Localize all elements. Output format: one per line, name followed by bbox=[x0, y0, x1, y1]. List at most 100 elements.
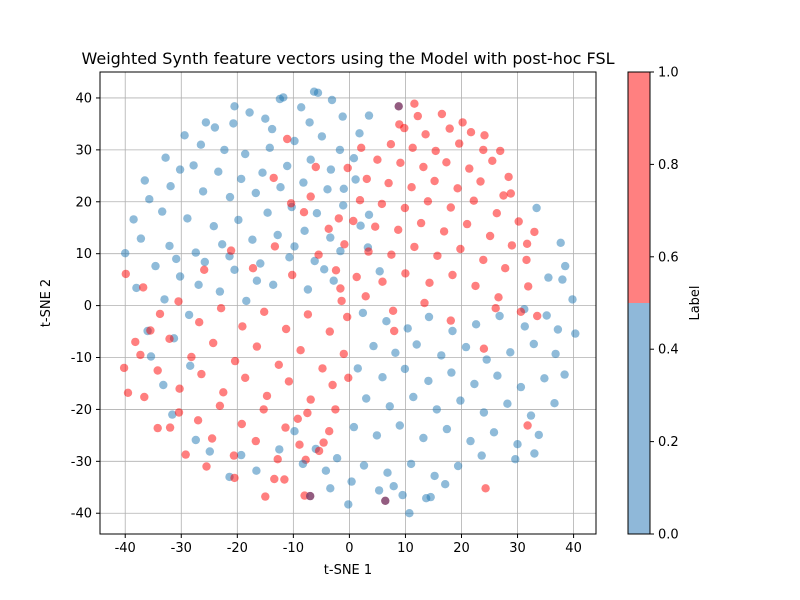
point-label-0 bbox=[347, 477, 356, 486]
point-label-1 bbox=[364, 247, 373, 256]
point-label-0 bbox=[424, 312, 434, 322]
point-label-1 bbox=[395, 120, 404, 129]
point-label-1 bbox=[286, 199, 296, 208]
point-label-1 bbox=[425, 278, 434, 287]
x-tick-label: 0 bbox=[345, 541, 353, 556]
point-label-0 bbox=[364, 111, 374, 120]
point-label-0 bbox=[405, 509, 414, 518]
point-label-0 bbox=[306, 155, 315, 164]
point-label-1 bbox=[306, 395, 315, 404]
point-label-0 bbox=[400, 364, 410, 374]
point-label-1 bbox=[337, 296, 346, 306]
point-label-0 bbox=[175, 272, 185, 281]
point-label-1 bbox=[146, 326, 155, 335]
point-label-1 bbox=[284, 377, 294, 386]
point-label-1 bbox=[270, 242, 280, 251]
point-label-0 bbox=[175, 165, 185, 174]
point-label-1 bbox=[362, 174, 371, 184]
point-label-0 bbox=[426, 492, 435, 502]
point-label-1 bbox=[328, 380, 337, 390]
point-label-0 bbox=[321, 466, 331, 475]
point-label-0 bbox=[403, 324, 412, 333]
point-label-0 bbox=[353, 364, 362, 373]
point-label-0 bbox=[511, 455, 520, 464]
point-label-0 bbox=[327, 95, 337, 105]
point-label-0 bbox=[556, 238, 565, 247]
point-label-0 bbox=[214, 167, 223, 176]
x-tick-label: -20 bbox=[227, 541, 248, 556]
y-tick-label: 40 bbox=[75, 91, 92, 106]
point-label-1 bbox=[445, 124, 454, 133]
point-label-0 bbox=[146, 352, 156, 361]
point-label-1 bbox=[506, 189, 515, 198]
x-tick-label: 40 bbox=[565, 541, 582, 556]
colorbar-tick-label: 1.0 bbox=[658, 66, 679, 81]
point-label-0 bbox=[191, 435, 200, 445]
point-label-0 bbox=[329, 276, 338, 285]
point-label-1 bbox=[260, 307, 269, 316]
point-label-0 bbox=[210, 123, 220, 132]
point-label-0 bbox=[409, 392, 418, 402]
point-label-1 bbox=[121, 269, 130, 279]
point-label-1 bbox=[530, 227, 539, 237]
point-label-0 bbox=[194, 280, 203, 289]
point-label-0 bbox=[303, 285, 313, 294]
point-label-1 bbox=[476, 177, 485, 186]
point-label-0 bbox=[269, 280, 278, 289]
point-label-0 bbox=[251, 188, 260, 198]
y-axis-label: t-SNE 2 bbox=[39, 279, 54, 327]
point-label-0 bbox=[382, 317, 391, 326]
point-label-0 bbox=[273, 230, 282, 240]
point-label-0 bbox=[230, 265, 239, 274]
point-label-0 bbox=[275, 445, 284, 454]
point-label-1 bbox=[262, 391, 272, 401]
point-label-1 bbox=[181, 450, 190, 459]
point-label-0 bbox=[332, 454, 342, 463]
point-label-1 bbox=[273, 455, 282, 464]
point-label-1 bbox=[259, 405, 268, 414]
point-label-0 bbox=[151, 261, 160, 271]
point-label-1 bbox=[491, 304, 500, 313]
point-label-1 bbox=[165, 334, 174, 343]
point-label-1 bbox=[357, 143, 366, 152]
point-label-1 bbox=[274, 360, 283, 369]
point-label-0 bbox=[477, 451, 486, 460]
point-label-0 bbox=[326, 165, 336, 174]
point-label-0 bbox=[172, 254, 181, 264]
point-label-0 bbox=[166, 182, 175, 191]
point-label-1 bbox=[394, 225, 403, 234]
point-label-1 bbox=[319, 438, 328, 447]
point-label-1 bbox=[407, 183, 416, 192]
point-label-1 bbox=[295, 440, 304, 449]
y-tick-label: -10 bbox=[71, 351, 92, 366]
point-label-0 bbox=[389, 482, 398, 491]
point-label-1 bbox=[229, 451, 239, 460]
point-label-1 bbox=[237, 419, 246, 429]
point-label-0 bbox=[355, 129, 364, 138]
point-label-0 bbox=[305, 118, 314, 127]
chart-title: Weighted Synth feature vectors using the… bbox=[81, 49, 614, 68]
point-label-1 bbox=[501, 264, 510, 273]
point-label-1 bbox=[481, 484, 490, 493]
point-label-0 bbox=[323, 185, 332, 194]
point-label-0 bbox=[335, 145, 345, 155]
point-label-1 bbox=[314, 446, 324, 456]
point-label-1 bbox=[355, 196, 365, 205]
x-tick-label: -40 bbox=[115, 541, 136, 556]
point-label-1 bbox=[344, 373, 353, 382]
point-label-0 bbox=[241, 149, 250, 159]
colorbar: 0.0 0.2 0.4 0.6 0.8 1.0 Label bbox=[627, 66, 703, 543]
point-label-1 bbox=[448, 270, 457, 280]
point-label-1 bbox=[331, 405, 340, 414]
point-label-0 bbox=[461, 342, 471, 352]
point-label-0 bbox=[349, 422, 359, 432]
grid-layer bbox=[100, 72, 596, 534]
point-label-1 bbox=[507, 241, 517, 250]
point-label-1 bbox=[155, 309, 165, 319]
point-label-1 bbox=[123, 388, 133, 397]
point-label-0 bbox=[158, 207, 167, 216]
point-label-0 bbox=[140, 176, 149, 185]
point-label-1 bbox=[336, 284, 345, 293]
